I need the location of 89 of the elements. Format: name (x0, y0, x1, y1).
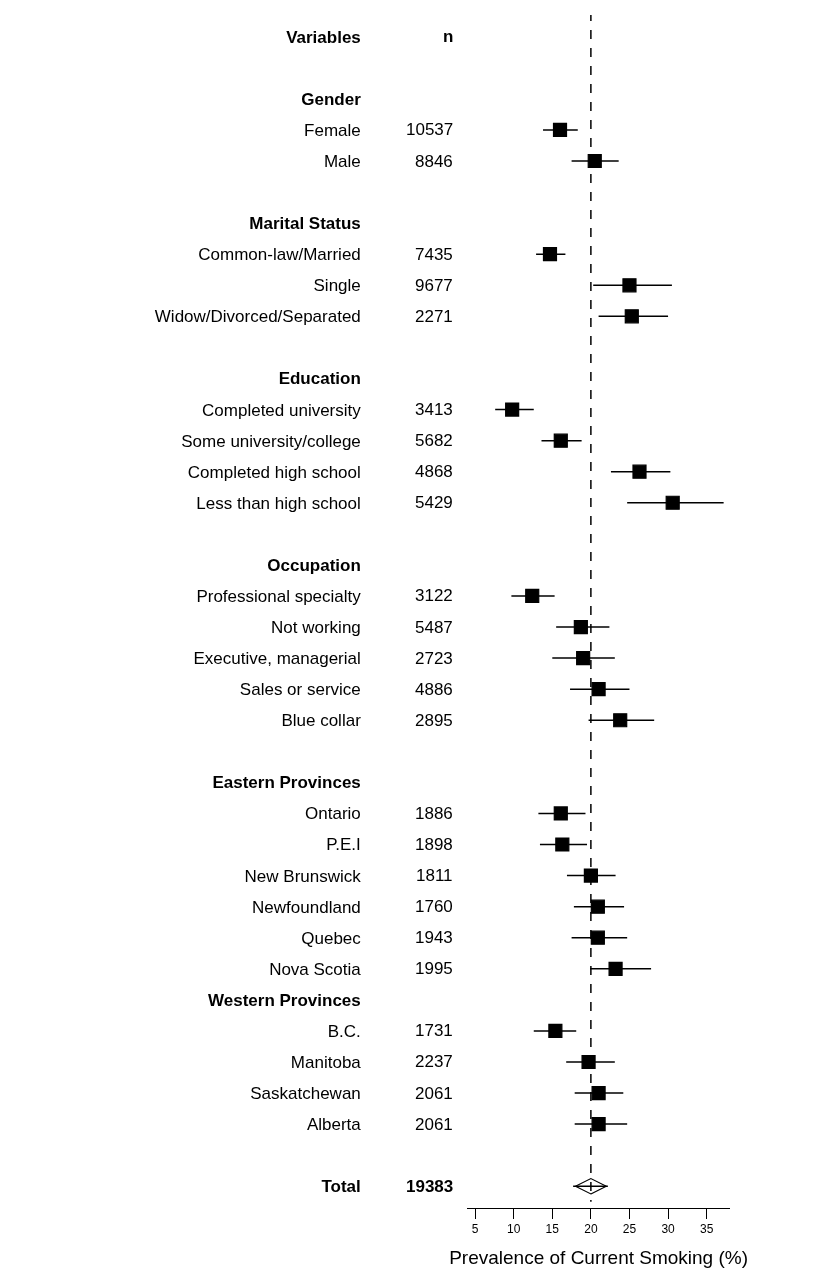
y-tick-label: Completed university (202, 400, 362, 420)
point (608, 961, 623, 976)
text: 5682 (415, 431, 453, 450)
point (553, 806, 568, 821)
text: 10537 (406, 120, 454, 139)
y-tick-label: Male (323, 151, 361, 171)
y-tick-label: Widow/Divorced/Separated (154, 307, 361, 327)
point (542, 247, 558, 262)
y-tick-label: Ontario (305, 804, 361, 824)
y-tick-label: B.C. (327, 1021, 361, 1041)
text: 2895 (415, 711, 453, 730)
point (624, 309, 639, 324)
y-tick-label: P.E.I (326, 835, 361, 855)
y-tick-label: Occupation (267, 555, 361, 575)
y-tick-label: Not working (271, 617, 361, 637)
point (622, 278, 637, 293)
text: 7435 (415, 245, 453, 264)
point (548, 1023, 563, 1039)
y-tick-label: Female (304, 120, 361, 140)
y-tick-label: Single (313, 276, 361, 296)
x-tick-label: 15 (545, 1222, 560, 1237)
point (590, 899, 605, 914)
y-tick-label: Variables (286, 27, 361, 47)
text: 1995 (415, 959, 453, 978)
y-tick-label: Total (321, 1177, 361, 1197)
text: 1760 (415, 897, 453, 916)
text: 2271 (415, 307, 453, 326)
y-tick-label: New Brunswick (244, 866, 362, 886)
x-tick-label: 5 (471, 1222, 479, 1237)
y-tick-label: Nova Scotia (269, 959, 362, 979)
point (591, 1085, 606, 1101)
text: 9677 (415, 276, 453, 295)
x-tick-label: 30 (661, 1222, 676, 1237)
point (552, 122, 568, 138)
text: 2723 (415, 649, 453, 668)
text: 5487 (415, 618, 453, 637)
y-tick-label: Alberta (306, 1115, 362, 1135)
text: 5429 (415, 493, 453, 512)
y-tick-label: Professional specialty (196, 586, 362, 606)
y-tick-label: Blue collar (281, 711, 362, 731)
y-tick-label: Manitoba (290, 1052, 362, 1072)
point (525, 588, 540, 604)
y-tick-label: Sales or service (239, 680, 361, 700)
point (555, 837, 570, 852)
x-tick-label: 25 (622, 1222, 637, 1237)
text: 1811 (416, 866, 453, 885)
point (573, 619, 588, 635)
point (583, 868, 598, 883)
text: 3122 (415, 586, 453, 605)
text: 1943 (415, 928, 453, 947)
text: 3413 (415, 400, 453, 419)
point (632, 464, 647, 479)
point (665, 495, 680, 510)
x-tick-label: 35 (699, 1222, 714, 1237)
x-axis-title: Prevalence of Current Smoking (%) (449, 1247, 749, 1268)
y-tick-label: Western Provinces (208, 990, 361, 1010)
text: 2061 (415, 1084, 453, 1103)
y-tick-label: Eastern Provinces (212, 773, 361, 793)
text: 2237 (415, 1052, 453, 1071)
y-tick-label: Common-law/Married (198, 245, 361, 265)
point (613, 713, 628, 728)
text: 2061 (415, 1115, 453, 1134)
y-tick-label: Newfoundland (252, 897, 361, 917)
y-tick-label: Education (278, 369, 361, 389)
text: 1898 (415, 835, 453, 854)
y-tick-label: Marital Status (249, 214, 361, 234)
y-tick-label: Some university/college (181, 431, 361, 451)
x-tick-label: 10 (507, 1222, 521, 1237)
point (553, 433, 568, 448)
point (581, 1054, 596, 1070)
point (590, 930, 605, 945)
text: 1886 (415, 804, 453, 823)
text: 19383 (406, 1177, 454, 1196)
y-tick-label: Gender (301, 89, 362, 109)
point (591, 1117, 606, 1132)
y-tick-label: Saskatchewan (250, 1084, 361, 1103)
point (591, 682, 606, 697)
text: 4868 (415, 462, 453, 481)
text: 4886 (415, 680, 453, 699)
text: 8846 (415, 152, 453, 171)
y-tick-label: Executive, managerial (193, 649, 361, 669)
text: 1731 (415, 1021, 453, 1040)
text: n (443, 27, 454, 46)
y-tick-label: Quebec (301, 928, 362, 948)
point (576, 651, 591, 666)
y-tick-label: Less than high school (196, 493, 361, 513)
y-tick-label: Completed high school (187, 462, 361, 482)
point (505, 402, 520, 417)
x-tick-label: 20 (584, 1222, 598, 1237)
